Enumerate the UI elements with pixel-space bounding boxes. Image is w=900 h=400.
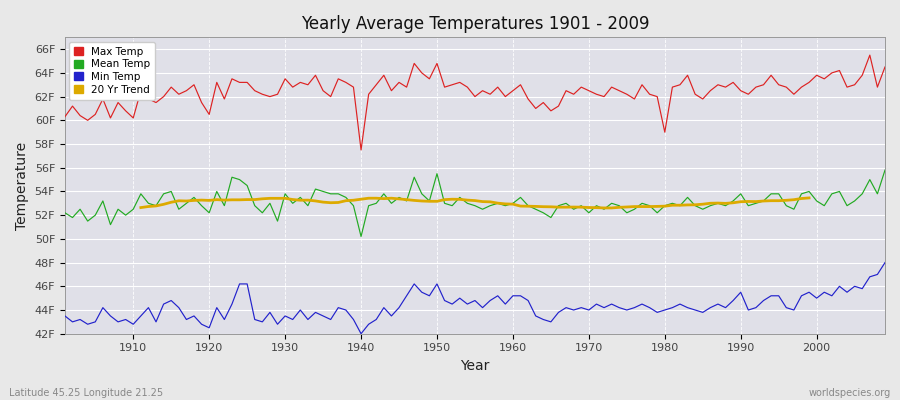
Text: Latitude 45.25 Longitude 21.25: Latitude 45.25 Longitude 21.25 (9, 388, 163, 398)
X-axis label: Year: Year (460, 359, 490, 373)
Y-axis label: Temperature: Temperature (15, 142, 29, 230)
Title: Yearly Average Temperatures 1901 - 2009: Yearly Average Temperatures 1901 - 2009 (301, 15, 649, 33)
Text: worldspecies.org: worldspecies.org (809, 388, 891, 398)
Legend: Max Temp, Mean Temp, Min Temp, 20 Yr Trend: Max Temp, Mean Temp, Min Temp, 20 Yr Tre… (69, 42, 156, 100)
